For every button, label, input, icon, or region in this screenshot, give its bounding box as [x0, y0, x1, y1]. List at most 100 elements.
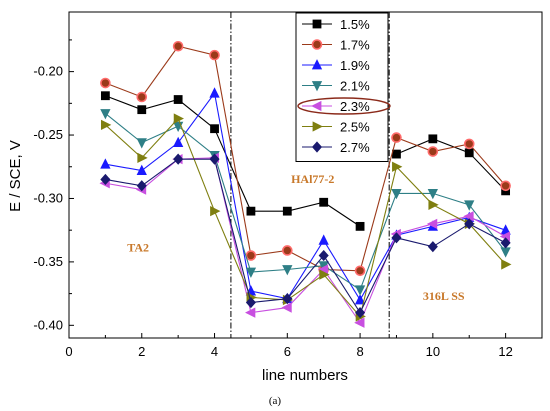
y-tick-label: -0.20 — [33, 64, 63, 79]
data-point — [354, 294, 366, 305]
data-point — [318, 234, 329, 245]
data-point — [428, 199, 439, 210]
legend-label: 1.7% — [340, 38, 370, 53]
x-tick-label: 8 — [356, 344, 363, 359]
data-point — [136, 180, 147, 192]
legend-marker — [311, 81, 323, 92]
data-point — [391, 132, 402, 143]
data-point — [500, 247, 511, 258]
data-point — [209, 87, 220, 98]
data-point — [500, 237, 511, 249]
data-point — [100, 77, 111, 89]
data-point — [136, 164, 147, 175]
series-2-7pct — [100, 153, 511, 319]
data-point — [354, 317, 365, 328]
data-point — [136, 91, 148, 103]
plot-frame — [68, 11, 543, 339]
data-point — [173, 153, 184, 165]
figure-caption: (a) — [269, 395, 282, 407]
data-point — [427, 146, 439, 157]
data-point — [319, 197, 329, 207]
legend-label: 2.7% — [340, 140, 370, 155]
data-point — [282, 293, 293, 305]
data-point — [210, 206, 221, 217]
data-point — [100, 158, 111, 169]
data-point — [245, 307, 256, 318]
data-point — [318, 249, 329, 262]
data-point — [464, 148, 474, 158]
x-tick-label: 4 — [211, 344, 218, 359]
x-tick-label: 0 — [65, 344, 72, 359]
data-point — [428, 134, 438, 144]
x-tick-label: 6 — [284, 344, 291, 359]
data-point — [282, 206, 292, 216]
data-point — [100, 91, 110, 101]
data-point — [137, 152, 148, 164]
data-point — [100, 119, 112, 131]
series-line — [105, 113, 507, 291]
y-tick-label: -0.25 — [33, 127, 63, 142]
legend-label: 2.5% — [340, 120, 370, 135]
legend-marker — [311, 39, 323, 50]
series-line — [105, 91, 506, 302]
data-point — [245, 296, 256, 309]
legend-label: 1.5% — [340, 17, 370, 32]
legend-marker — [312, 121, 323, 132]
data-point — [210, 124, 219, 134]
data-point — [427, 241, 438, 253]
region-label: HAl77-2 — [291, 172, 334, 186]
data-point — [426, 218, 438, 229]
series-line — [105, 117, 507, 318]
data-point — [282, 265, 293, 276]
data-point — [173, 113, 185, 124]
data-point — [427, 188, 438, 200]
legend-marker — [311, 141, 323, 153]
data-point — [319, 269, 330, 280]
series-2-1pct — [100, 109, 511, 296]
series-line — [105, 95, 361, 227]
series-line — [105, 158, 506, 314]
y-axis-title: E / SCE, V — [7, 140, 24, 212]
data-point — [355, 221, 365, 231]
y-tick-label: -0.40 — [33, 317, 63, 332]
legend-box — [295, 12, 389, 162]
series-line — [105, 45, 507, 272]
x-tick-label: 10 — [426, 344, 440, 359]
data-point — [463, 211, 474, 222]
data-point — [172, 40, 184, 52]
data-point — [282, 245, 293, 256]
legend-label: 1.9% — [340, 58, 370, 73]
data-point — [463, 138, 475, 150]
data-point — [209, 153, 220, 165]
data-point — [245, 267, 257, 278]
legend-label: 2.3% — [340, 99, 370, 114]
y-tick-label: -0.35 — [33, 254, 63, 269]
data-point — [281, 302, 292, 313]
region-label: TA2 — [127, 241, 149, 255]
data-point — [137, 105, 147, 115]
data-point — [391, 188, 402, 200]
series-line — [396, 138, 507, 192]
data-point — [100, 109, 111, 120]
data-point — [354, 285, 366, 296]
legend-highlight-ellipse — [297, 97, 391, 115]
data-point — [500, 180, 511, 192]
series-1-5pct — [100, 91, 511, 231]
data-point — [136, 138, 147, 149]
data-point — [392, 161, 403, 172]
legend-marker — [311, 100, 322, 112]
data-point — [173, 95, 183, 104]
x-tick-label: 2 — [138, 344, 145, 359]
data-point — [355, 307, 366, 319]
data-point — [392, 149, 401, 159]
x-axis-title: line numbers — [262, 367, 348, 384]
legend-marker — [312, 19, 322, 29]
y-tick-label: -0.30 — [33, 190, 63, 205]
data-point — [173, 136, 184, 148]
data-point — [354, 265, 366, 277]
data-point — [245, 250, 257, 261]
x-tick-label: 12 — [498, 344, 512, 359]
data-point — [464, 218, 475, 230]
legend-marker — [311, 59, 323, 70]
